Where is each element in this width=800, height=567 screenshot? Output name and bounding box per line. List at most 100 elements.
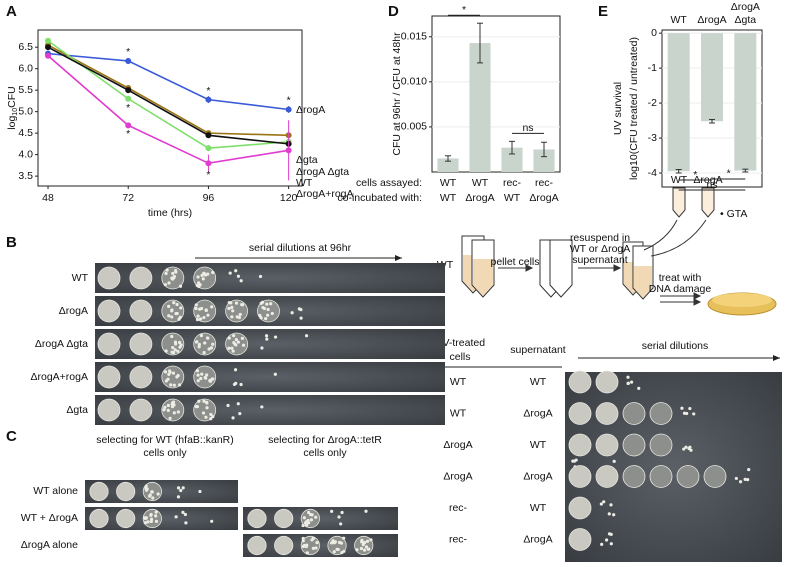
colony [167, 304, 171, 308]
spot [97, 365, 121, 389]
significance: * [287, 95, 291, 107]
colony [265, 337, 269, 341]
y-tick-label: 3.5 [18, 170, 33, 182]
x-tick-label: ΔrogA [529, 192, 558, 204]
colony [234, 269, 238, 273]
colony [163, 283, 167, 287]
colony [227, 346, 231, 350]
colony [154, 510, 158, 514]
colony [211, 342, 215, 346]
colony [166, 408, 170, 412]
colony [176, 373, 180, 378]
y-label-part: log [6, 116, 18, 130]
colony [302, 516, 306, 520]
spot [568, 433, 592, 457]
spot [97, 332, 121, 356]
colony [682, 411, 687, 415]
colony [208, 379, 213, 383]
x-tick-label: WT [472, 177, 489, 189]
row-label: ΔrogA [443, 470, 472, 482]
colony [273, 372, 277, 376]
colony [170, 315, 174, 319]
x-tick-label: WT [671, 14, 688, 26]
colony [342, 536, 346, 540]
colony [607, 512, 611, 516]
diagram [461, 187, 777, 316]
spot [595, 370, 619, 394]
colony [201, 277, 205, 281]
x-tick-label: 48 [42, 192, 54, 204]
y-tick-label: -3 [648, 132, 657, 144]
colony [210, 519, 214, 523]
diagram-label: • GTA [720, 208, 747, 220]
series-line [47, 52, 289, 111]
colony [337, 515, 341, 519]
y-tick-label: 0.015 [401, 31, 427, 43]
spot [595, 433, 619, 457]
row-label: rec- [449, 533, 468, 545]
plate-image [95, 362, 445, 392]
x-axis-label: time (hrs) [148, 207, 192, 219]
colony [194, 303, 198, 307]
significance: * [126, 46, 130, 58]
colony [629, 380, 634, 384]
colony [199, 333, 204, 338]
panel-label: D [388, 3, 399, 20]
colony [144, 488, 149, 492]
row-label: WT [530, 502, 547, 514]
colony [202, 315, 206, 320]
colony [230, 315, 234, 319]
spot [622, 465, 646, 488]
colony [174, 515, 178, 519]
series-line [47, 46, 289, 145]
row-label: ΔrogA alone [21, 539, 78, 551]
colony [571, 459, 575, 463]
colony [241, 343, 246, 347]
colony [365, 539, 370, 543]
colony [270, 311, 274, 316]
spot [568, 496, 592, 520]
colony [301, 523, 305, 528]
colony [143, 521, 147, 525]
spot [649, 433, 673, 457]
spot [676, 465, 700, 488]
spot [649, 465, 673, 488]
row-label: WT + ΔrogA [21, 512, 78, 524]
significance: * [126, 102, 130, 114]
colony [171, 271, 175, 275]
colony [612, 513, 616, 517]
spot [129, 365, 153, 389]
colony [177, 340, 182, 345]
colony [198, 283, 202, 287]
colony [332, 550, 336, 554]
row-label: Δgta [66, 404, 88, 416]
colony [626, 375, 630, 379]
colony [162, 408, 166, 412]
data-point [285, 106, 292, 113]
colony [202, 351, 206, 355]
colony [167, 372, 171, 377]
colony [259, 301, 263, 306]
colony [200, 372, 204, 376]
spot [274, 535, 294, 556]
colony [199, 376, 203, 381]
data-point [205, 145, 212, 152]
colony [195, 283, 199, 288]
f-header: serial dilutions [642, 340, 709, 352]
x-tick-label: rec- [503, 177, 522, 189]
colony [574, 458, 578, 462]
series-line [47, 40, 289, 150]
x-tick-label: ΔrogA [465, 192, 494, 204]
colony [340, 510, 344, 515]
plate-image [565, 372, 782, 562]
colony [231, 309, 235, 313]
colony [211, 270, 215, 275]
spot [568, 528, 592, 551]
colony [204, 415, 208, 419]
significance: ns [522, 122, 533, 134]
colony [692, 412, 696, 416]
panel-label: E [598, 3, 608, 20]
colony [240, 303, 244, 307]
colony [196, 314, 200, 318]
colony [144, 484, 148, 488]
